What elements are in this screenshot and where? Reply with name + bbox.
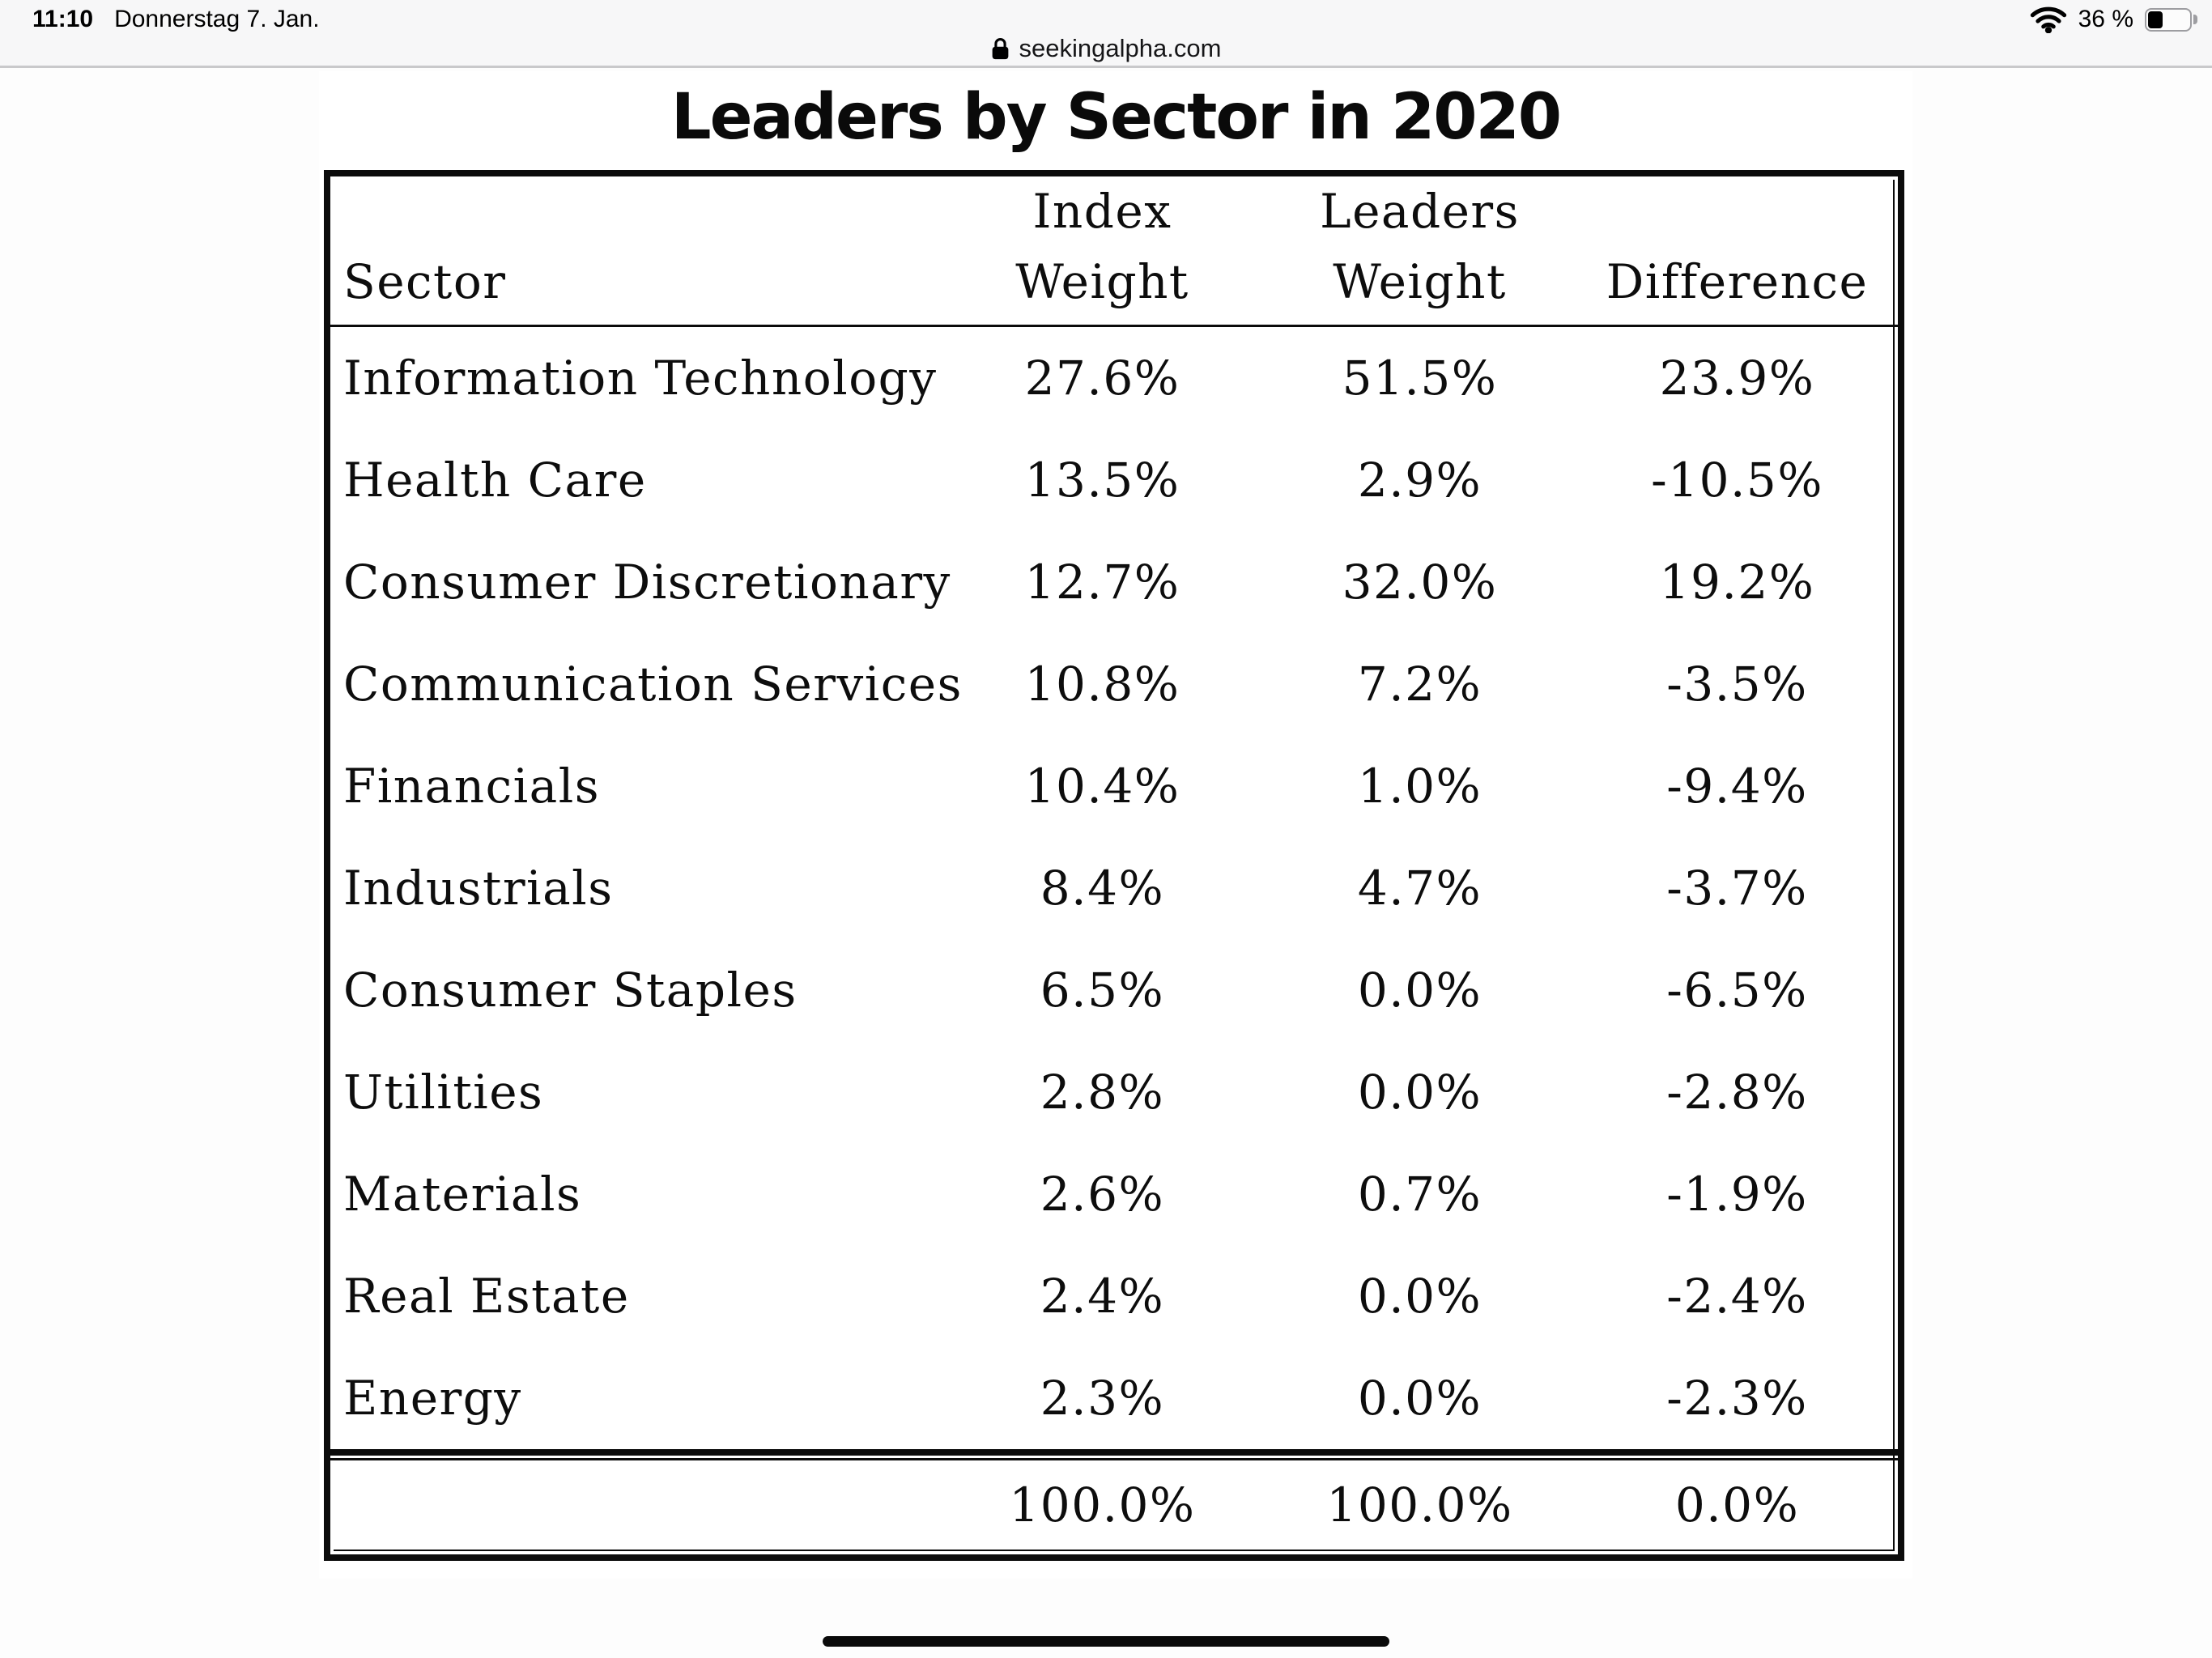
row-index-weight: 8.4% [1040, 861, 1165, 916]
row-difference: -9.4% [1666, 759, 1808, 814]
row-leaders-weight: 0.0% [1357, 1269, 1482, 1324]
home-indicator[interactable] [823, 1636, 1389, 1647]
row-difference: -2.3% [1666, 1371, 1808, 1426]
total-difference: 0.0% [1674, 1477, 1800, 1533]
row-index-weight: 10.4% [1024, 759, 1180, 814]
lock-icon [991, 36, 1010, 61]
row-sector: Financials [343, 759, 601, 814]
row-index-weight: 13.5% [1024, 453, 1180, 508]
sector-table: Sector Index Weight Leaders Weight Diffe… [324, 170, 1904, 1561]
row-leaders-weight: 0.0% [1357, 963, 1482, 1018]
url-text: seekingalpha.com [1019, 34, 1222, 62]
row-difference: 23.9% [1659, 351, 1815, 406]
header-leaders-weight: Leaders Weight [1320, 184, 1520, 309]
table-row: Real Estate 2.4% 0.0% -2.4% [330, 1245, 1898, 1347]
total-leaders-weight: 100.0% [1326, 1477, 1513, 1533]
row-leaders-weight: 1.0% [1357, 759, 1482, 814]
row-difference: 19.2% [1659, 555, 1815, 610]
row-index-weight: 2.4% [1040, 1269, 1165, 1324]
row-sector: Consumer Discretionary [343, 555, 951, 610]
row-difference: -6.5% [1666, 963, 1808, 1018]
row-leaders-weight: 0.0% [1357, 1371, 1482, 1426]
row-sector: Energy [343, 1371, 522, 1426]
header-difference: Difference [1606, 254, 1869, 309]
row-sector: Consumer Staples [343, 963, 798, 1018]
battery-nub [2193, 15, 2197, 24]
row-sector: Real Estate [343, 1269, 630, 1324]
table-row: Consumer Staples 6.5% 0.0% -6.5% [330, 939, 1898, 1041]
battery-percent-label: 36 % [2078, 6, 2133, 32]
table-body: Information Technology 27.6% 51.5% 23.9%… [330, 327, 1898, 1449]
table-row: Consumer Discretionary 12.7% 32.0% 19.2% [330, 531, 1898, 633]
article-image: Leaders by Sector in 2020 Sector Index W… [319, 71, 1912, 1579]
status-date: Donnerstag 7. Jan. [114, 6, 320, 32]
row-leaders-weight: 4.7% [1357, 861, 1482, 916]
table-row: Energy 2.3% 0.0% -2.3% [330, 1347, 1898, 1449]
row-difference: -3.5% [1666, 657, 1808, 712]
table-row: Financials 10.4% 1.0% -9.4% [330, 735, 1898, 837]
row-index-weight: 2.3% [1040, 1371, 1165, 1426]
table-header-row: Sector Index Weight Leaders Weight Diffe… [330, 176, 1898, 327]
wifi-icon [2030, 6, 2067, 33]
page-title: Leaders by Sector in 2020 [670, 81, 1562, 154]
row-leaders-weight: 32.0% [1342, 555, 1498, 610]
row-index-weight: 10.8% [1024, 657, 1180, 712]
row-leaders-weight: 51.5% [1342, 351, 1498, 406]
row-leaders-weight: 7.2% [1357, 657, 1482, 712]
status-bar-left: 11:10 Donnerstag 7. Jan. [32, 5, 320, 34]
table-row: Utilities 2.8% 0.0% -2.8% [330, 1041, 1898, 1143]
battery-icon [2145, 7, 2197, 32]
row-difference: -2.4% [1666, 1269, 1808, 1324]
row-leaders-weight: 2.9% [1357, 453, 1482, 508]
url-bar[interactable]: seekingalpha.com [0, 32, 2212, 65]
row-index-weight: 12.7% [1024, 555, 1180, 610]
row-sector: Communication Services [343, 657, 963, 712]
header-sector: Sector [343, 254, 507, 309]
row-leaders-weight: 0.0% [1357, 1065, 1482, 1120]
row-sector: Health Care [343, 453, 647, 508]
row-leaders-weight: 0.7% [1357, 1167, 1482, 1222]
table-row: Industrials 8.4% 4.7% -3.7% [330, 837, 1898, 939]
row-sector: Materials [343, 1167, 582, 1222]
row-index-weight: 6.5% [1040, 963, 1165, 1018]
row-difference: -10.5% [1651, 453, 1823, 508]
table-row: Materials 2.6% 0.7% -1.9% [330, 1143, 1898, 1245]
table-row: Health Care 13.5% 2.9% -10.5% [330, 429, 1898, 531]
table-total-row: 100.0% 100.0% 0.0% [330, 1460, 1898, 1550]
row-sector: Information Technology [343, 351, 938, 406]
row-sector: Industrials [343, 861, 614, 916]
status-time: 11:10 [32, 6, 94, 32]
row-difference: -1.9% [1666, 1167, 1808, 1222]
row-index-weight: 2.6% [1040, 1167, 1165, 1222]
table-row: Communication Services 10.8% 7.2% -3.5% [330, 633, 1898, 735]
row-sector: Utilities [343, 1065, 544, 1120]
row-index-weight: 2.8% [1040, 1065, 1165, 1120]
total-index-weight: 100.0% [1009, 1477, 1196, 1533]
row-difference: -3.7% [1666, 861, 1808, 916]
row-index-weight: 27.6% [1024, 351, 1180, 406]
battery-fill [2148, 11, 2163, 28]
safari-top-chrome: 11:10 Donnerstag 7. Jan. 36 % seekingalp… [0, 0, 2212, 68]
table-row: Information Technology 27.6% 51.5% 23.9% [330, 327, 1898, 429]
status-bar-right: 36 % [2030, 3, 2197, 36]
header-index-weight: Index Weight [1015, 184, 1189, 309]
row-difference: -2.8% [1666, 1065, 1808, 1120]
total-divider-rule [330, 1449, 1898, 1460]
